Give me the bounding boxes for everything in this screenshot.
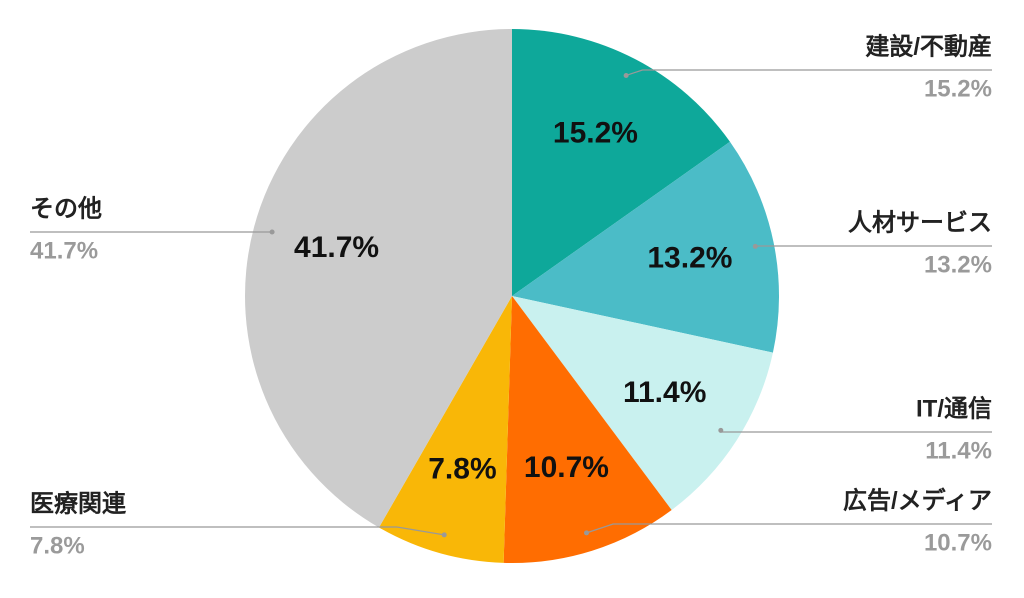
leader-line [721, 430, 992, 432]
leader-dot [624, 73, 629, 78]
slice-label: 41.7% [294, 231, 379, 264]
leader-dot [584, 530, 589, 535]
legend-value: 41.7% [30, 237, 98, 264]
legend-value: 15.2% [924, 75, 992, 102]
legend-label: 建設/不動産 [865, 32, 992, 60]
leader-dot [442, 532, 447, 537]
legend-value: 11.4% [925, 437, 992, 464]
legend-label: 医療関連 [30, 490, 127, 517]
slice-label: 10.7% [524, 451, 609, 484]
legend-label: IT/通信 [916, 394, 992, 422]
legend-value: 7.8% [30, 532, 85, 559]
leader-dot [753, 244, 758, 249]
slice-label: 13.2% [647, 242, 732, 275]
legend-label: 人材サービス [848, 209, 992, 236]
leader-dot [270, 229, 275, 234]
legend-value: 13.2% [924, 251, 992, 278]
slice-label: 11.4% [623, 376, 706, 409]
legend-label: 広告/メディア [843, 486, 992, 514]
legend-label: その他 [30, 195, 102, 222]
legend-value: 10.7% [924, 529, 992, 556]
leader-dot [718, 428, 723, 433]
slice-label: 15.2% [553, 117, 638, 150]
slice-label: 7.8% [428, 453, 496, 486]
